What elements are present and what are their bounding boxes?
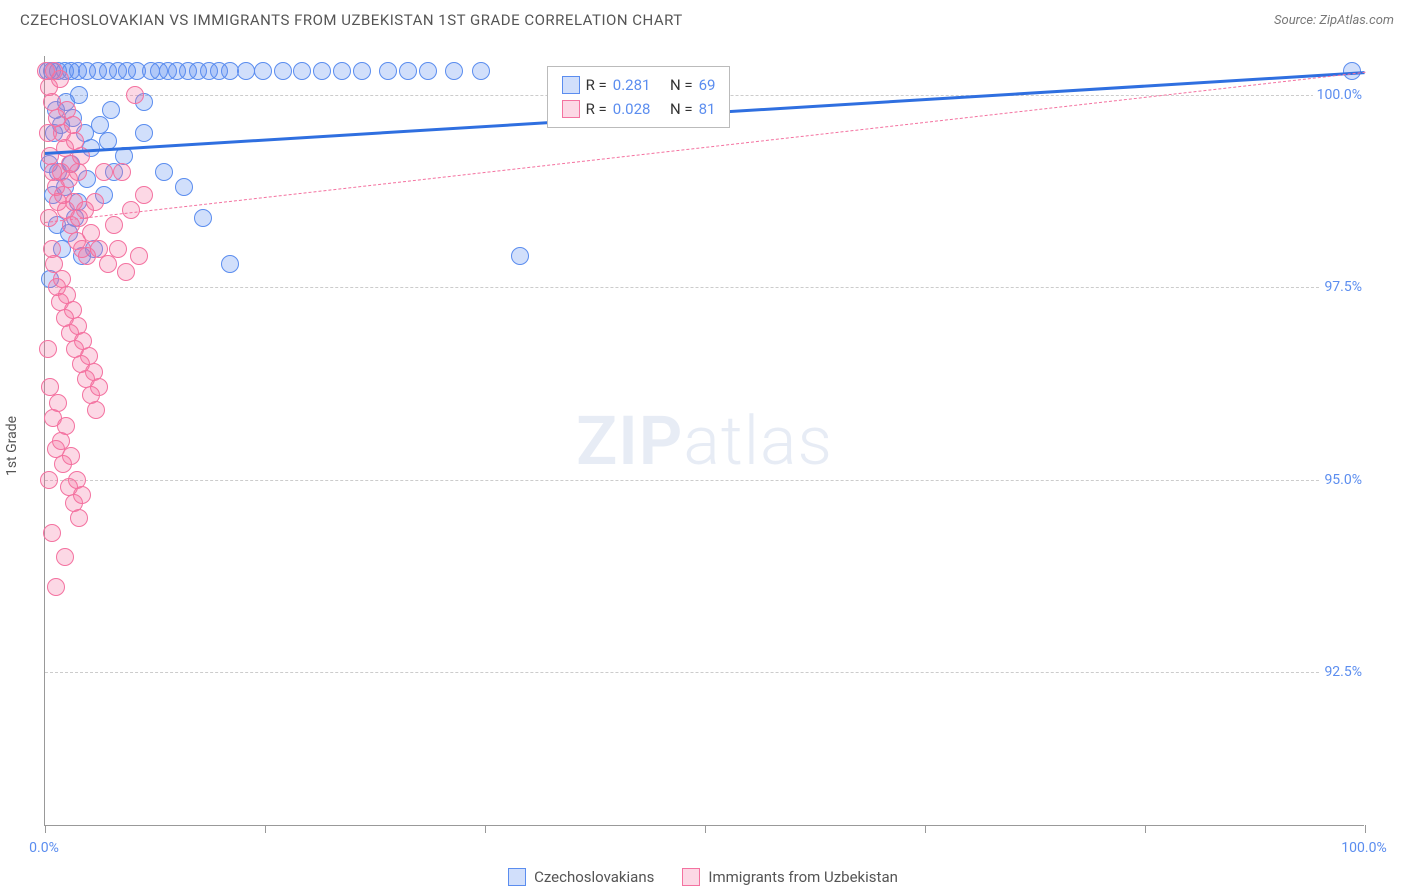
scatter-point (419, 62, 437, 80)
scatter-point (254, 62, 272, 80)
scatter-point (194, 209, 212, 227)
scatter-point (333, 62, 351, 80)
legend-label-1: Czechoslovakians (534, 868, 654, 886)
ytick-label: 97.5% (1320, 279, 1366, 295)
scatter-plot-area: ZIPatlas 92.5% 95.0% 97.5% 100.0% R = 0.281 … (44, 56, 1364, 826)
scatter-point (122, 201, 140, 219)
legend-n-label: N = (670, 97, 693, 121)
scatter-point (293, 62, 311, 80)
scatter-point (109, 240, 127, 258)
xtick (485, 825, 486, 833)
legend-n-value: 69 (699, 73, 716, 97)
xtick-label: 0.0% (29, 840, 59, 856)
scatter-point (51, 70, 69, 88)
scatter-point (39, 124, 57, 142)
scatter-point (99, 255, 117, 273)
scatter-point (40, 209, 58, 227)
xtick-label: 100.0% (1341, 840, 1386, 856)
scatter-point (274, 62, 292, 80)
xtick (925, 825, 926, 833)
gridline-h (45, 287, 1364, 288)
scatter-point (73, 486, 91, 504)
scatter-point (313, 62, 331, 80)
xtick (45, 825, 46, 833)
scatter-point (95, 163, 113, 181)
scatter-point (155, 163, 173, 181)
scatter-point (43, 524, 61, 542)
legend-label-2: Immigrants from Uzbekistan (708, 868, 898, 886)
legend-swatch (562, 100, 580, 118)
scatter-point (47, 578, 65, 596)
legend-r-value: 0.028 (613, 97, 651, 121)
scatter-point (62, 447, 80, 465)
xtick (705, 825, 706, 833)
scatter-point (40, 471, 58, 489)
watermark-atlas: atlas (683, 401, 833, 481)
scatter-point (113, 163, 131, 181)
scatter-point (70, 86, 88, 104)
scatter-point (39, 340, 57, 358)
chart-source: Source: ZipAtlas.com (1274, 13, 1394, 28)
xtick (1365, 825, 1366, 833)
watermark-zip: ZIP (576, 401, 683, 481)
legend-item-series-2: Immigrants from Uzbekistan (682, 868, 898, 886)
ytick-label: 100.0% (1313, 87, 1366, 103)
scatter-point (175, 178, 193, 196)
scatter-point (102, 101, 120, 119)
legend-swatch-2 (682, 868, 700, 886)
legend-stats-row: R = 0.281 N = 69 (562, 73, 716, 97)
xtick (1145, 825, 1146, 833)
legend-r-value: 0.281 (613, 73, 651, 97)
scatter-point (70, 509, 88, 527)
scatter-point (117, 263, 135, 281)
gridline-h (45, 480, 1364, 481)
scatter-point (511, 247, 529, 265)
legend-stats-box: R = 0.281 N = 69R = 0.028 N = 81 (547, 66, 731, 128)
scatter-point (90, 378, 108, 396)
bottom-legend: Czechoslovakians Immigrants from Uzbekis… (0, 868, 1406, 886)
scatter-point (472, 62, 490, 80)
watermark: ZIPatlas (576, 401, 833, 481)
legend-n-value: 81 (699, 97, 716, 121)
ytick-label: 95.0% (1320, 472, 1366, 488)
scatter-point (130, 247, 148, 265)
scatter-point (399, 62, 417, 80)
legend-r-label: R = (586, 97, 607, 121)
legend-swatch-1 (508, 868, 526, 886)
y-axis-label: 1st Grade (4, 416, 20, 476)
legend-stats-row: R = 0.028 N = 81 (562, 97, 716, 121)
scatter-point (57, 417, 75, 435)
ytick-label: 92.5% (1320, 664, 1366, 680)
scatter-point (135, 124, 153, 142)
legend-item-series-1: Czechoslovakians (508, 868, 654, 886)
scatter-point (60, 170, 78, 188)
scatter-point (221, 255, 239, 273)
scatter-point (49, 394, 67, 412)
scatter-point (237, 62, 255, 80)
legend-n-label: N = (670, 73, 693, 97)
chart-header: CZECHOSLOVAKIAN VS IMMIGRANTS FROM UZBEK… (0, 0, 1406, 40)
scatter-point (379, 62, 397, 80)
scatter-point (135, 186, 153, 204)
scatter-point (87, 401, 105, 419)
gridline-h (45, 672, 1364, 673)
scatter-point (105, 216, 123, 234)
scatter-point (86, 193, 104, 211)
legend-r-label: R = (586, 73, 607, 97)
legend-swatch (562, 76, 580, 94)
chart-title: CZECHOSLOVAKIAN VS IMMIGRANTS FROM UZBEK… (20, 11, 683, 29)
scatter-point (126, 86, 144, 104)
scatter-point (56, 548, 74, 566)
scatter-point (445, 62, 463, 80)
scatter-point (353, 62, 371, 80)
xtick (265, 825, 266, 833)
